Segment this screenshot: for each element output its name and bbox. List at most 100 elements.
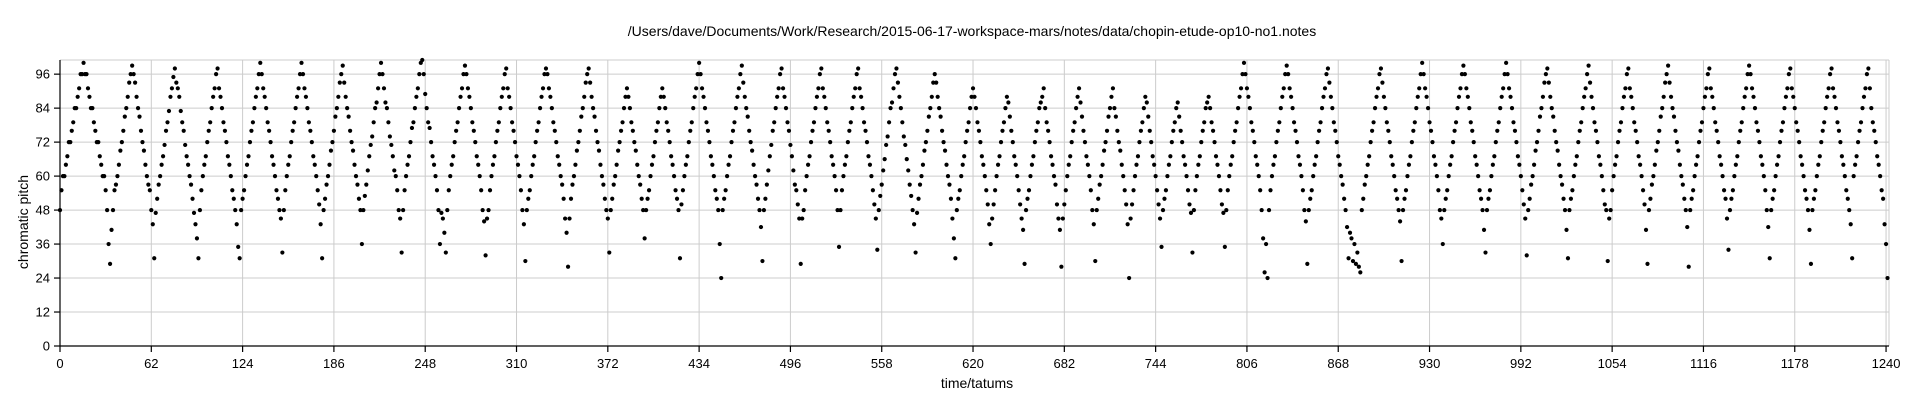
data-point: [1417, 86, 1422, 91]
data-point: [1393, 188, 1398, 193]
data-point: [557, 162, 562, 167]
data-point: [1110, 86, 1116, 91]
data-point: [577, 128, 582, 133]
data-point: [1514, 140, 1519, 145]
data-point: [1666, 63, 1671, 68]
data-point: [1805, 207, 1811, 213]
data-point: [1150, 154, 1155, 159]
data-point: [205, 140, 210, 145]
data-point: [1107, 106, 1113, 111]
data-point: [990, 216, 995, 221]
data-point: [1599, 174, 1604, 179]
data-point: [496, 120, 501, 125]
data-point: [118, 148, 123, 153]
data-point: [1258, 188, 1263, 193]
data-point: [1760, 162, 1765, 167]
data-point: [1748, 72, 1753, 77]
data-point: [1283, 72, 1288, 77]
data-point: [342, 80, 347, 85]
data-point: [1876, 162, 1881, 167]
data-point: [1078, 100, 1083, 105]
data-point: [1786, 72, 1791, 77]
data-point: [1387, 140, 1392, 145]
data-point: [1355, 250, 1360, 255]
data-point: [1302, 207, 1307, 213]
data-point: [431, 162, 437, 167]
data-point: [1612, 162, 1618, 167]
data-point: [470, 120, 475, 125]
data-point: [1490, 162, 1495, 167]
data-point: [322, 196, 328, 201]
data-point: [607, 250, 612, 255]
data-point: [85, 86, 91, 91]
data-point: [1431, 154, 1437, 159]
data-point: [1414, 106, 1419, 111]
data-point: [636, 174, 641, 179]
data-point: [451, 154, 456, 159]
data-point: [683, 162, 688, 167]
data-point: [1140, 120, 1145, 125]
data-point: [1858, 120, 1864, 125]
data-point: [405, 162, 410, 167]
data-point: [1406, 162, 1412, 167]
data-point: [1828, 72, 1833, 77]
data-point: [1883, 241, 1889, 247]
data-point: [1776, 154, 1781, 159]
data-point: [536, 120, 541, 125]
data-point: [1817, 154, 1822, 159]
data-point: [1359, 207, 1364, 213]
data-points: [57, 57, 1890, 281]
data-point: [1763, 188, 1768, 193]
data-point: [1160, 207, 1166, 213]
data-point: [1629, 94, 1634, 99]
data-point: [1798, 154, 1803, 159]
data-point: [1240, 72, 1245, 77]
data-point: [564, 230, 569, 235]
data-point: [748, 140, 753, 145]
data-point: [1256, 174, 1261, 179]
data-point: [337, 80, 342, 85]
data-point: [1847, 207, 1852, 213]
data-point: [1590, 106, 1596, 111]
data-point: [1171, 128, 1176, 133]
data-point: [1208, 106, 1213, 111]
data-point: [611, 182, 616, 187]
data-point: [215, 66, 220, 71]
data-point: [393, 174, 398, 179]
data-point: [895, 80, 901, 85]
data-point: [1468, 120, 1473, 125]
data-point: [872, 202, 877, 207]
data-point: [1372, 106, 1378, 111]
data-point: [823, 106, 828, 111]
data-point: [1621, 94, 1627, 99]
data-point: [657, 106, 662, 111]
x-tick-label: 496: [780, 356, 802, 371]
data-point: [317, 202, 322, 207]
data-point: [651, 154, 656, 159]
data-point: [197, 207, 202, 213]
data-point: [1271, 162, 1276, 167]
data-point: [471, 128, 476, 133]
data-point: [1206, 94, 1211, 99]
data-point: [1048, 154, 1054, 159]
data-point: [149, 207, 154, 213]
data-point: [1602, 202, 1607, 207]
data-point: [1082, 140, 1088, 145]
data-point: [1081, 128, 1086, 133]
data-point: [783, 106, 789, 111]
data-point: [127, 80, 132, 85]
data-point: [1059, 264, 1064, 269]
data-point: [1643, 227, 1649, 232]
data-point: [1234, 120, 1239, 125]
data-point: [716, 207, 721, 213]
data-point: [147, 188, 152, 193]
data-point: [119, 140, 124, 145]
data-point: [1051, 174, 1057, 179]
data-point: [146, 182, 151, 187]
data-point: [1580, 106, 1585, 111]
data-point: [1408, 154, 1413, 159]
data-point: [648, 174, 653, 179]
data-point: [1378, 66, 1384, 71]
data-point: [482, 219, 487, 224]
data-point: [1808, 261, 1814, 266]
